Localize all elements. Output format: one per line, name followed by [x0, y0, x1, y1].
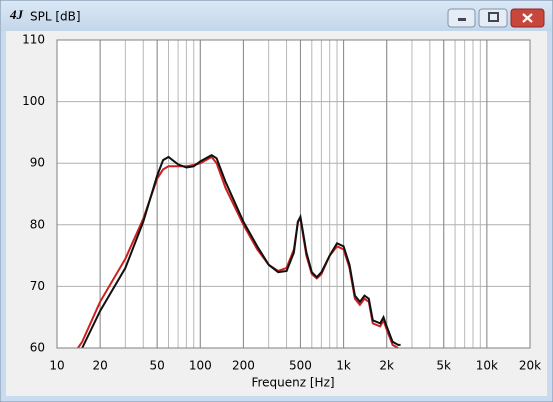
x-tick-label: 10k	[476, 359, 498, 373]
maximize-icon	[488, 12, 499, 22]
x-tick-label: 500	[289, 359, 312, 373]
maximize-button[interactable]	[478, 8, 508, 28]
minimize-icon	[458, 18, 466, 21]
x-tick-label: 5k	[436, 359, 451, 373]
y-tick-label: 70	[30, 279, 45, 293]
x-tick-label: 50	[150, 359, 165, 373]
plot-border	[56, 39, 531, 349]
x-tick-label: 100	[189, 359, 212, 373]
close-icon	[522, 13, 533, 23]
x-tick-label: 20k	[519, 359, 541, 373]
x-tick-label: 10	[49, 359, 64, 373]
x-tick-label: 20	[92, 359, 107, 373]
plot-area	[57, 40, 530, 348]
x-tick-label: 2k	[379, 359, 394, 373]
app-icon: 4J	[9, 7, 24, 22]
series-line	[81, 154, 401, 349]
x-tick-label: 1k	[336, 359, 351, 373]
y-tick-label: 90	[30, 156, 45, 170]
x-axis-label: Frequenz [Hz]	[251, 376, 334, 390]
y-tick-label: 80	[30, 217, 45, 231]
y-tick-label: 60	[30, 341, 45, 355]
window-title: SPL [dB]	[30, 10, 81, 24]
x-tick-label: 200	[232, 359, 255, 373]
y-tick-label: 110	[22, 33, 45, 47]
y-tick-label: 100	[22, 94, 45, 108]
